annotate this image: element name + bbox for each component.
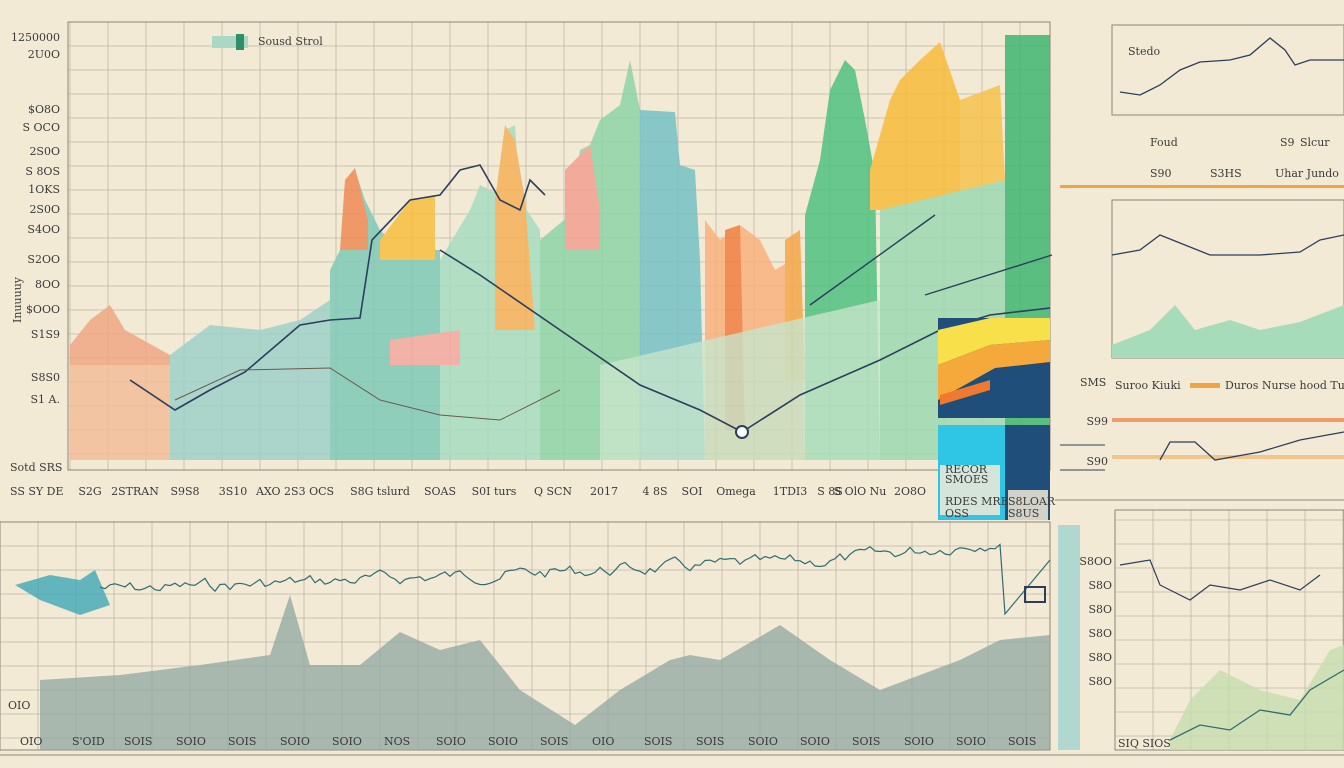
x-tick-label: AXO 2S3 OCS: [255, 485, 334, 498]
box-label: S8US: [1008, 507, 1039, 520]
y-tick-label: S8S0: [31, 371, 60, 384]
x-tick-label: 2017: [590, 485, 618, 498]
legend-label: Duros Nurse hood Tursed: [1225, 379, 1344, 392]
corner-label: SS SY DE: [10, 485, 64, 498]
x-tick-label: SOIO: [956, 735, 986, 748]
box-label: S8LOAR: [1008, 495, 1056, 508]
tick-label: S8OO: [1079, 555, 1112, 568]
y-tick-label: OIO: [8, 699, 30, 712]
x-tick-label: SOIO: [748, 735, 778, 748]
panel-title: Stedo: [1128, 45, 1161, 58]
x-tick-label: Omega: [716, 485, 756, 498]
panel-label: SMS: [1080, 376, 1106, 389]
x-tick-label: NOS: [384, 735, 410, 748]
y-axis-title: Inuuuuy: [11, 276, 24, 323]
x-tick-label: 3S10: [219, 485, 248, 498]
tick-label: S8O: [1088, 603, 1112, 616]
x-tick-label: S2G: [78, 485, 101, 498]
x-tick-label: 4 8S: [642, 485, 667, 498]
y-tick-label: S OCO: [23, 121, 61, 134]
x-tick-label: Q SCN: [534, 485, 572, 498]
legend-label: Sousd Strol: [258, 35, 323, 48]
x-tick-label: SOIS: [852, 735, 880, 748]
x-tick-label: SOIO: [488, 735, 518, 748]
tick-label: S90: [1086, 455, 1108, 468]
marker: [735, 425, 749, 439]
x-tick-label: SOIO: [332, 735, 362, 748]
legend-label: Suroo Kiuki: [1115, 379, 1181, 392]
row-label: S90: [1150, 167, 1172, 180]
x-tick-label: SOIS: [696, 735, 724, 748]
x-tick-label: SOIS: [124, 735, 152, 748]
x-tick-label: OIO: [592, 735, 614, 748]
x-tick-label: S9S8: [170, 485, 199, 498]
y-tick-label: 1250000: [11, 31, 60, 44]
y-tick-label: S1S9: [31, 328, 60, 341]
y-tick-label: S2OO: [27, 253, 60, 266]
tick-label: S99: [1086, 415, 1108, 428]
y-tick-label: S4OO: [27, 223, 60, 236]
x-tick-label: SOIS: [644, 735, 672, 748]
x-tick-label: SOI: [682, 485, 703, 498]
row-label: S9: [1280, 136, 1295, 149]
box-label: OSS: [945, 507, 969, 520]
x-tick-label: SOIS: [1008, 735, 1036, 748]
x-tick-label: SOAS: [424, 485, 456, 498]
y-tick-label: 2S0O: [29, 203, 60, 216]
x-tick-label: S 8S: [817, 485, 843, 498]
x-tick-label: S OlO Nu: [834, 485, 887, 498]
x-tick-label: SOIS: [228, 735, 256, 748]
box-label: RECOR: [945, 463, 988, 476]
x-tick-label: S'OID: [72, 735, 105, 748]
info-box: [938, 318, 1050, 520]
trend-line: [924, 254, 1053, 296]
x-tick-label: SOIO: [904, 735, 934, 748]
y-tick-label: S1 A.: [31, 393, 60, 406]
y-tick-label: 2S0O: [29, 145, 60, 158]
corner-label: Sotd SRS: [10, 461, 62, 474]
tick-label: S8O: [1088, 675, 1112, 688]
right-panels: [1055, 24, 1344, 501]
x-tick-label: SOIO: [176, 735, 206, 748]
x-tick-label: SOIS: [540, 735, 568, 748]
box-label: SMOES: [945, 473, 988, 486]
x-tick-label: OIO: [20, 735, 42, 748]
row-label: Slcur: [1300, 136, 1330, 149]
x-tick-label: 2STRAN: [111, 485, 159, 498]
x-tick-label: SIQ SIOS: [1118, 737, 1171, 750]
x-tick-label: S0I turs: [472, 485, 517, 498]
trend-line: [809, 214, 936, 306]
x-tick-label: S8G tslurd: [350, 485, 410, 498]
row-label: Foud: [1150, 136, 1178, 149]
x-tick-label: 1TDI3: [773, 485, 808, 498]
box-label: RDES MRE: [945, 495, 1009, 508]
faint-line: [174, 367, 561, 421]
y-tick-label: S 8OS: [25, 165, 60, 178]
x-tick-label: SOIO: [280, 735, 310, 748]
x-tick-label: SOIO: [800, 735, 830, 748]
bottom-panel: [0, 509, 1344, 751]
y-tick-label: 1OKS: [28, 183, 60, 196]
row-label: Uhar Jundo: [1275, 167, 1339, 180]
legend-swatch: [236, 34, 244, 50]
y-tick-label: 2U0O: [28, 48, 60, 61]
row-label: S3HS: [1210, 167, 1242, 180]
x-tick-label: 2O8O: [894, 485, 926, 498]
x-tick-label: SOIO: [436, 735, 466, 748]
tick-label: S8O: [1088, 579, 1112, 592]
y-tick-label: 8OO: [35, 278, 60, 291]
y-tick-label: $OOO: [26, 303, 60, 316]
y-tick-label: $O8O: [28, 103, 60, 116]
main-line: [129, 164, 546, 411]
tick-label: S8O: [1088, 651, 1112, 664]
tick-label: S8O: [1088, 627, 1112, 640]
